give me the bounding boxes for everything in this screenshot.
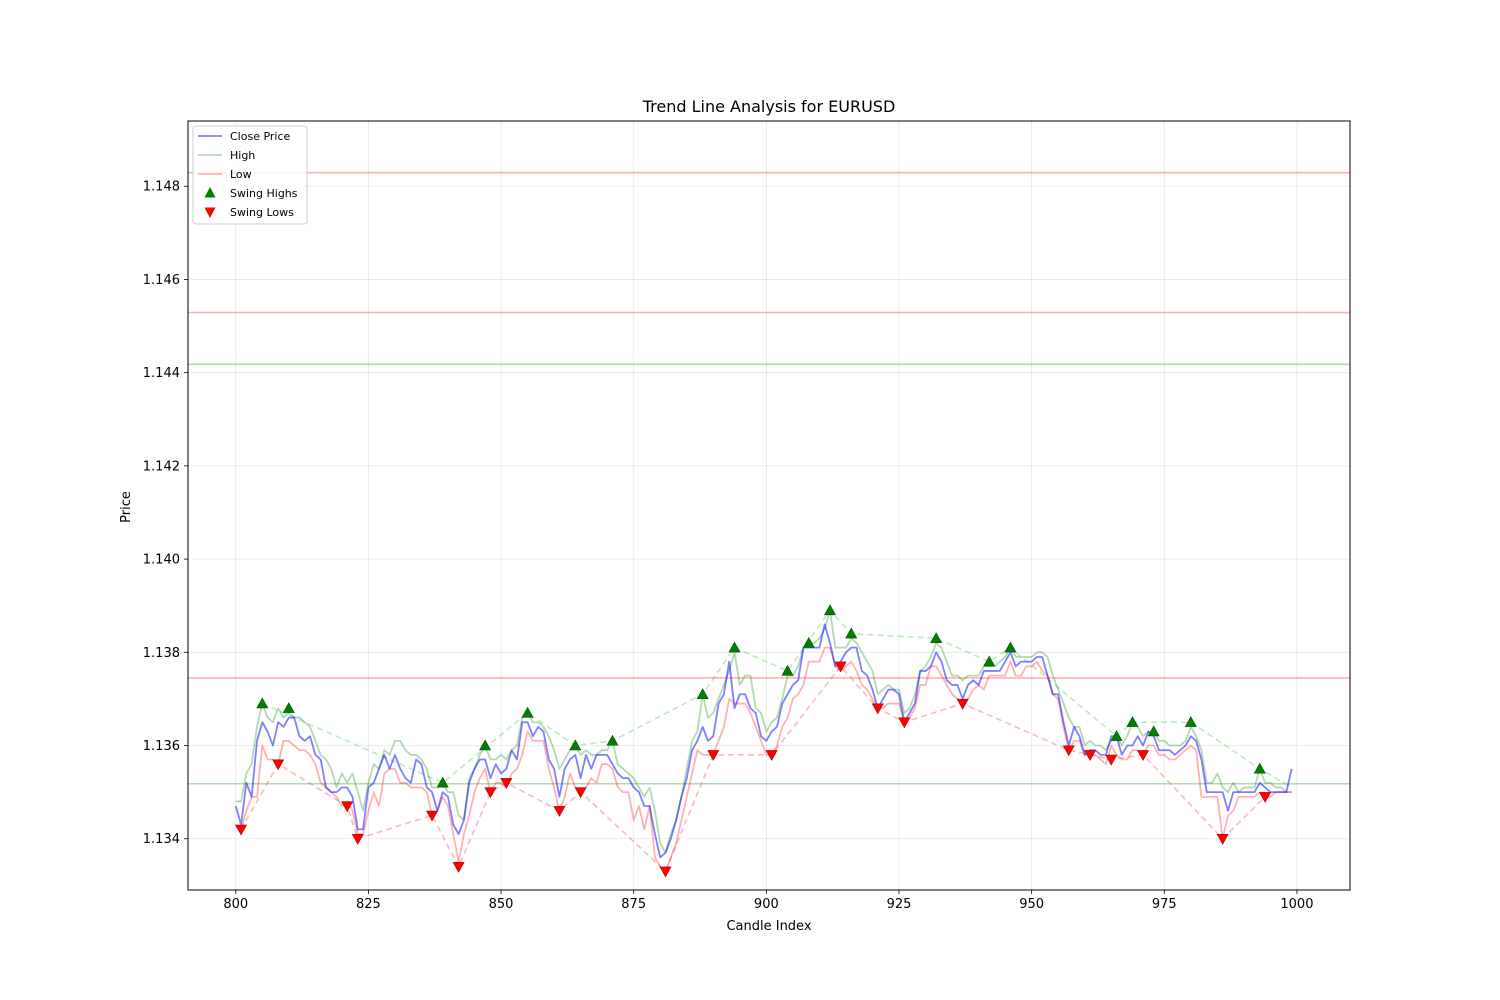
- trend-line: [261, 609, 1293, 789]
- legend: Close Price High Low Swing Highs Swing Lows: [192, 125, 308, 225]
- swing-low-marker: [659, 866, 672, 878]
- swing-high-marker: [1147, 725, 1160, 737]
- x-axis-label: Candle Index: [726, 919, 811, 934]
- swing-high-marker: [781, 664, 794, 676]
- swing-high-marker: [1253, 762, 1266, 774]
- swing-high-marker: [436, 776, 449, 788]
- legend-label: Close Price: [230, 130, 291, 143]
- legend-label: Swing Lows: [230, 206, 294, 219]
- x-tick-label: 900: [754, 897, 779, 912]
- swing-high-marker: [606, 734, 619, 746]
- swing-low-marker: [553, 806, 566, 817]
- legend-swatch-swing-low: [204, 207, 216, 218]
- legend-box: [192, 125, 308, 225]
- swing-high-marker: [696, 688, 709, 699]
- swing-low-marker: [765, 750, 778, 761]
- swing-high-marker: [1184, 716, 1197, 727]
- legend-swatch-swing-high: [204, 187, 216, 198]
- y-tick-label: 1.146: [143, 273, 180, 288]
- series-line-low: [235, 646, 1292, 873]
- y-tick-label: 1.136: [143, 739, 180, 754]
- y-tick-label: 1.148: [143, 180, 180, 195]
- swing-high-marker: [256, 697, 269, 709]
- swing-high-marker: [824, 604, 837, 616]
- swing-high-marker: [1004, 641, 1017, 653]
- y-tick-label: 1.138: [143, 646, 180, 661]
- y-axis-label: Price: [119, 491, 134, 523]
- swing-high-marker: [282, 702, 295, 713]
- swing-low-marker: [1137, 750, 1150, 761]
- swing-low-marker: [834, 661, 847, 673]
- swing-high-marker: [1126, 716, 1139, 727]
- swing-markers: [235, 604, 1272, 878]
- swing-high-marker: [569, 739, 582, 751]
- x-axis-ticks: 800 825 850 875 900 925 950 975 1000: [223, 890, 1313, 912]
- x-tick-label: 950: [1019, 897, 1044, 912]
- y-tick-label: 1.142: [143, 459, 180, 474]
- legend-label: Low: [230, 168, 252, 181]
- swing-high-marker: [479, 739, 492, 751]
- swing-low-marker: [707, 750, 720, 761]
- swing-low-marker: [426, 810, 439, 822]
- x-tick-label: 850: [489, 897, 514, 912]
- swing-low-marker: [341, 801, 354, 813]
- swing-low-marker: [1216, 834, 1229, 845]
- swing-high-marker: [845, 627, 858, 639]
- swing-low-marker: [235, 824, 248, 836]
- swing-high-marker: [1110, 730, 1123, 741]
- y-axis-ticks: 1.134 1.136 1.138 1.140 1.142 1.144 1.146 1.148: [143, 180, 188, 847]
- swing-low-marker: [351, 834, 364, 845]
- swing-low-marker: [452, 861, 465, 873]
- swing-low-marker: [574, 787, 587, 799]
- swing-high-marker: [728, 641, 741, 653]
- swing-low-marker: [871, 703, 884, 715]
- swing-low-marker: [484, 787, 497, 799]
- swing-low-marker: [1062, 745, 1075, 757]
- swing-high-marker: [521, 706, 534, 718]
- swing-low-marker: [500, 778, 513, 789]
- plot-frame: [187, 120, 1351, 891]
- x-tick-label: 875: [621, 897, 646, 912]
- x-tick-label: 925: [887, 897, 912, 912]
- swing-low-marker: [272, 759, 285, 771]
- x-tick-label: 825: [356, 897, 381, 912]
- swing-high-marker: [802, 636, 815, 648]
- horizontal-levels: [188, 171, 1350, 785]
- x-tick-label: 800: [223, 897, 248, 912]
- y-tick-label: 1.144: [143, 366, 180, 381]
- chart-title: Trend Line Analysis for EURUSD: [642, 97, 896, 116]
- swing-high-marker: [930, 632, 943, 644]
- swing-low-marker: [1083, 750, 1097, 761]
- swing-low-marker: [1105, 754, 1118, 766]
- x-tick-label: 975: [1152, 897, 1177, 912]
- swing-high-marker: [983, 655, 996, 667]
- legend-label: Swing Highs: [230, 187, 298, 200]
- x-tick-label: 1000: [1280, 897, 1313, 912]
- swing-low-marker: [898, 717, 911, 729]
- legend-label: High: [230, 149, 255, 162]
- y-tick-label: 1.134: [143, 832, 180, 847]
- y-tick-label: 1.140: [143, 553, 180, 568]
- swing-low-marker: [956, 698, 969, 710]
- swing-low-marker: [1259, 792, 1272, 803]
